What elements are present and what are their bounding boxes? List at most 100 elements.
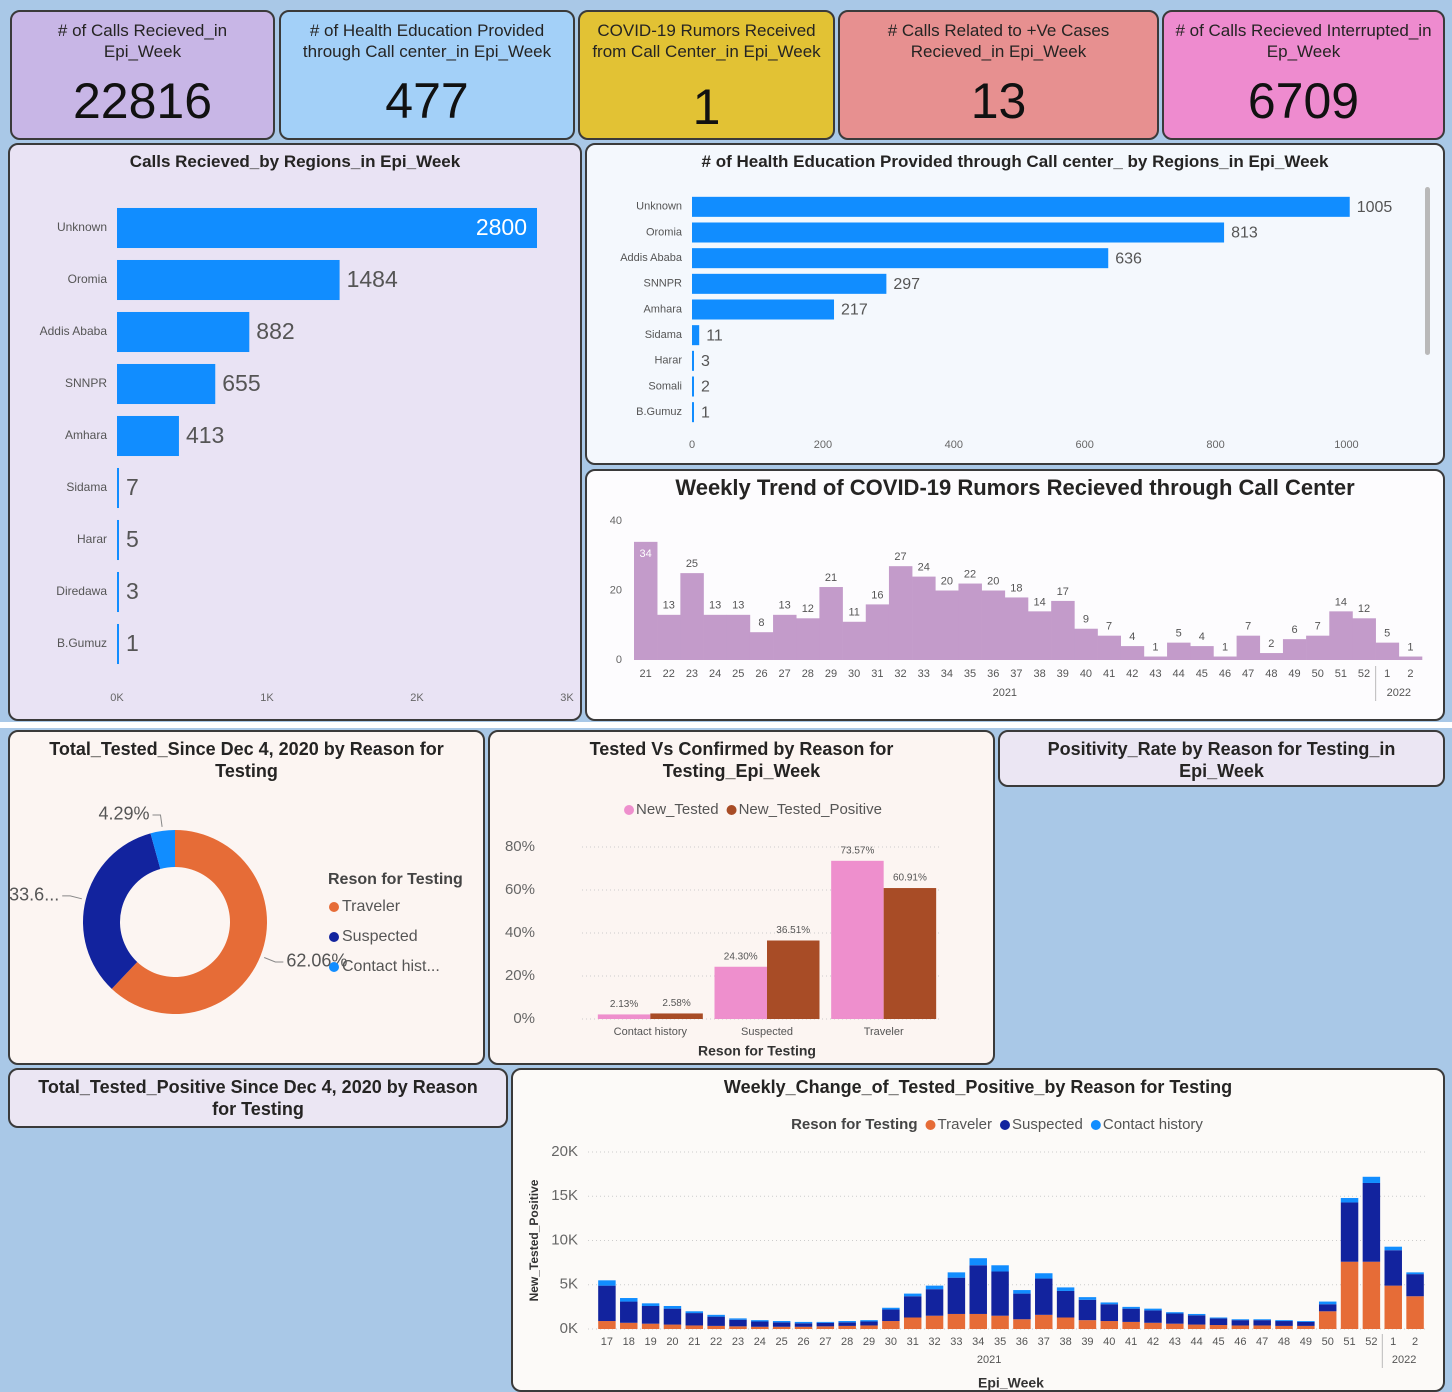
bar (1398, 656, 1423, 660)
x-tick-label: 51 (1343, 1336, 1355, 1348)
x-tick-label: 34 (972, 1336, 984, 1348)
x-tick-label: 49 (1300, 1336, 1312, 1348)
chart-panel: 0 200 400 600 800 1000 Unknown 1005 Oromia 813 Add… (585, 143, 1445, 465)
bar (692, 402, 694, 423)
x-tick-label: 50 (1322, 1336, 1334, 1348)
chart-panel: 0 20 40 34 13 25 13 13 8 13 12 21 11 16 27 24 20 22 20 18 14… (585, 469, 1445, 721)
bar-segment (1144, 1322, 1162, 1329)
value-label: 297 (893, 276, 920, 293)
bar-segment (991, 1315, 1009, 1329)
x-tick-label: 43 (1149, 668, 1161, 680)
x-tick-label: 0 (689, 439, 695, 451)
x-tick-label: 18 (623, 1336, 635, 1348)
value-label: 2 (701, 379, 710, 396)
kpi-value: 477 (385, 73, 469, 129)
bar-segment (707, 1325, 725, 1329)
x-tick-label: 30 (885, 1336, 897, 1348)
kpi-title: # of Calls Recieved_in Epi_Week (57, 21, 228, 61)
bar-segment (620, 1322, 638, 1329)
bar (692, 350, 694, 371)
bar (935, 590, 959, 660)
category-label: Harar (77, 532, 107, 546)
bar-segment (1209, 1325, 1228, 1329)
chart-panel: 62.06% 33.6... 4.29% Reson for Testing Trave… (8, 730, 485, 1065)
x-tick-label: 17 (601, 1336, 613, 1348)
category-label: B.Gumuz (57, 636, 107, 650)
bar (773, 614, 797, 660)
bar-segment (1362, 1182, 1381, 1262)
bar (117, 571, 119, 613)
legend-marker (925, 1120, 936, 1130)
bar-segment (1253, 1325, 1271, 1329)
chart: New_Tested New_Tested_Positive 0% 20% 40% 60%… (505, 801, 942, 1059)
value-label: 5 (126, 526, 139, 552)
value-label: 24.30% (724, 951, 758, 962)
bar (692, 273, 887, 294)
chart-panel: New_Tested New_Tested_Positive 0% 20% 40% 60%… (488, 730, 995, 1065)
bar-segment (1297, 1321, 1315, 1326)
x-tick-label: 31 (907, 1336, 919, 1348)
x-group-label: 2022 (1387, 687, 1411, 699)
legend-label: New_Tested_Positive (739, 801, 882, 818)
legend-marker (329, 962, 339, 972)
bar-segment (1100, 1304, 1119, 1322)
x-tick-label: 45 (1212, 1336, 1224, 1348)
x-tick-label: 3K (560, 692, 574, 704)
value-label: 1484 (347, 266, 398, 292)
bar (1074, 628, 1098, 660)
value-label: 16 (871, 589, 883, 601)
bar-segment (838, 1322, 856, 1326)
x-tick-label: 800 (1206, 439, 1224, 451)
bar-segment (794, 1323, 813, 1327)
chart-title: # of Health Education Provided through C… (701, 152, 1329, 171)
bar-segment (1362, 1261, 1381, 1329)
bar-segment (1384, 1285, 1402, 1329)
value-label: 3 (126, 578, 139, 604)
bar-segment (1122, 1321, 1140, 1329)
kpi-value: 13 (970, 73, 1027, 129)
bar-segment (620, 1298, 638, 1302)
bar (883, 888, 937, 1019)
bar-segment (620, 1301, 638, 1323)
bar (117, 415, 179, 457)
x-tick-label: 36 (1016, 1336, 1028, 1348)
value-label: 11 (848, 607, 859, 619)
x-tick-label: Suspected (741, 1026, 793, 1038)
x-tick-label: 22 (663, 668, 675, 680)
bar (1004, 597, 1029, 660)
bar-segment (925, 1289, 944, 1316)
kpi-card: # of Calls Recieved_in Epi_Week 22816 (10, 10, 275, 140)
x-tick-label: 1 (1384, 668, 1390, 680)
x-tick-label: 23 (732, 1336, 744, 1348)
x-tick-label: 38 (1059, 1336, 1071, 1348)
category-label: Oromia (646, 226, 683, 238)
category-label: Addis Ababa (40, 324, 108, 338)
x-tick-label: 19 (644, 1336, 656, 1348)
bar-segment (1275, 1320, 1293, 1322)
x-tick-label: 2 (1407, 668, 1413, 680)
bar-segment (663, 1324, 682, 1329)
bar (117, 467, 119, 509)
category-label: Oromia (68, 272, 108, 286)
value-label: 9 (1083, 614, 1089, 626)
legend-label: Suspected (1012, 1116, 1083, 1133)
bar-segment (1340, 1261, 1359, 1329)
x-tick-label: 23 (686, 668, 698, 680)
bar-segment (947, 1313, 966, 1329)
x-tick-label: 47 (1256, 1336, 1268, 1348)
value-label: 4 (1199, 631, 1205, 643)
value-label: 882 (256, 318, 294, 344)
value-label: 1 (1407, 641, 1413, 653)
x-tick-label: 600 (1075, 439, 1093, 451)
bar (865, 604, 890, 660)
bar-segment (685, 1313, 704, 1326)
bar-segment (1340, 1198, 1359, 1203)
legend-label: Traveler (342, 898, 401, 915)
chart-panel: Suspected13.5Contact hist...12.2Traveler… (998, 730, 1445, 787)
bar-segment (598, 1285, 616, 1322)
data-label: 33.6... (10, 885, 59, 905)
bar (1282, 639, 1307, 660)
bar-segment (925, 1285, 944, 1290)
bar-segment (707, 1316, 725, 1326)
